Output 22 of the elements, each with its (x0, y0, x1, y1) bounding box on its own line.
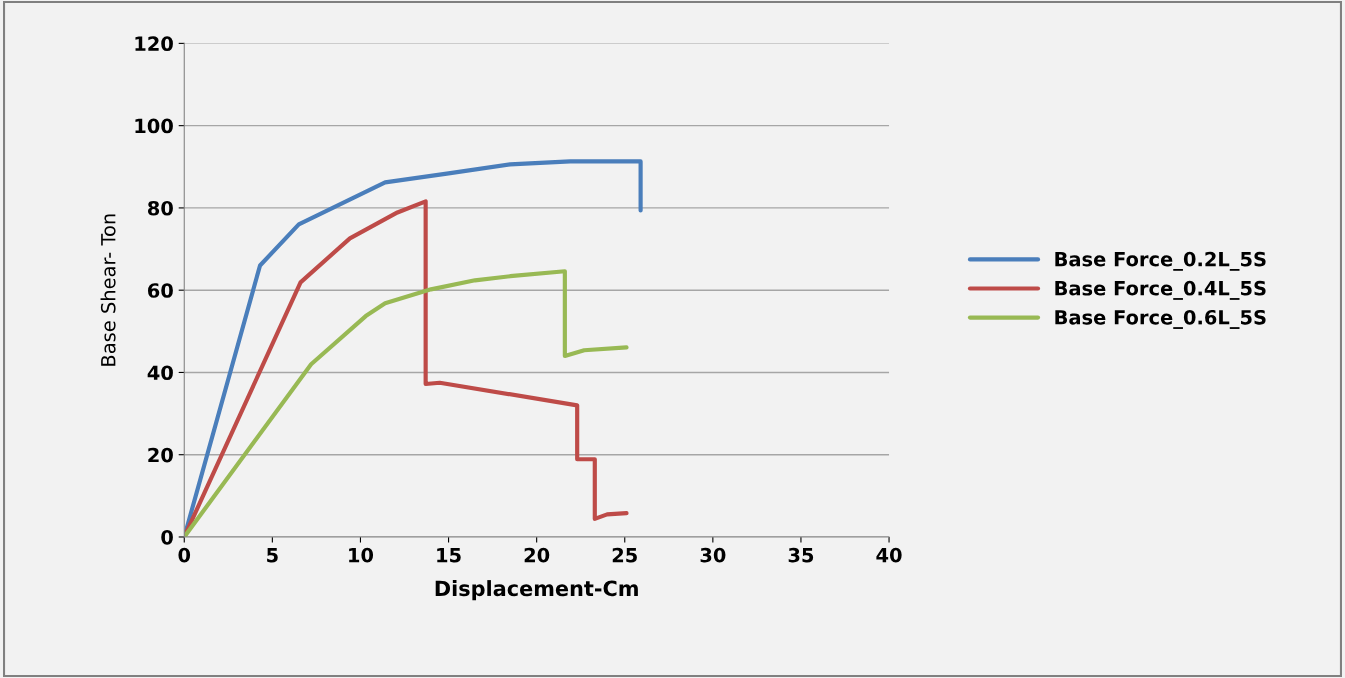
x-tick-label: 25 (612, 547, 637, 563)
x-tick-label: 10 (349, 547, 374, 563)
y-tick-label: 100 (135, 118, 173, 134)
x-axis-title: Displacement-Cm (435, 580, 638, 601)
y-tick-label: 40 (147, 365, 173, 381)
line-series (184, 269, 629, 537)
y-tick-label: 80 (147, 200, 173, 216)
legend-label: Base Force_0.6L_5S (1055, 309, 1266, 329)
x-tick-label: 0 (178, 547, 191, 563)
y-tick-label: 0 (161, 529, 173, 545)
legend-label: Base Force_0.4L_5S (1055, 280, 1266, 300)
x-tick-label: 30 (700, 547, 726, 563)
y-tick-label: 20 (148, 447, 173, 463)
x-tick-label: 5 (267, 547, 278, 563)
x-tick-label: 15 (437, 547, 461, 563)
legend-label: Base Force_0.2L_5S (1055, 251, 1266, 271)
x-tick-label: 40 (876, 547, 902, 563)
y-axis-title: Base Shear- Ton (100, 214, 116, 366)
y-tick-label: 120 (135, 36, 173, 52)
x-tick-label: 20 (524, 547, 550, 563)
x-tick-label: 35 (788, 547, 814, 563)
y-tick-label: 60 (148, 283, 173, 298)
